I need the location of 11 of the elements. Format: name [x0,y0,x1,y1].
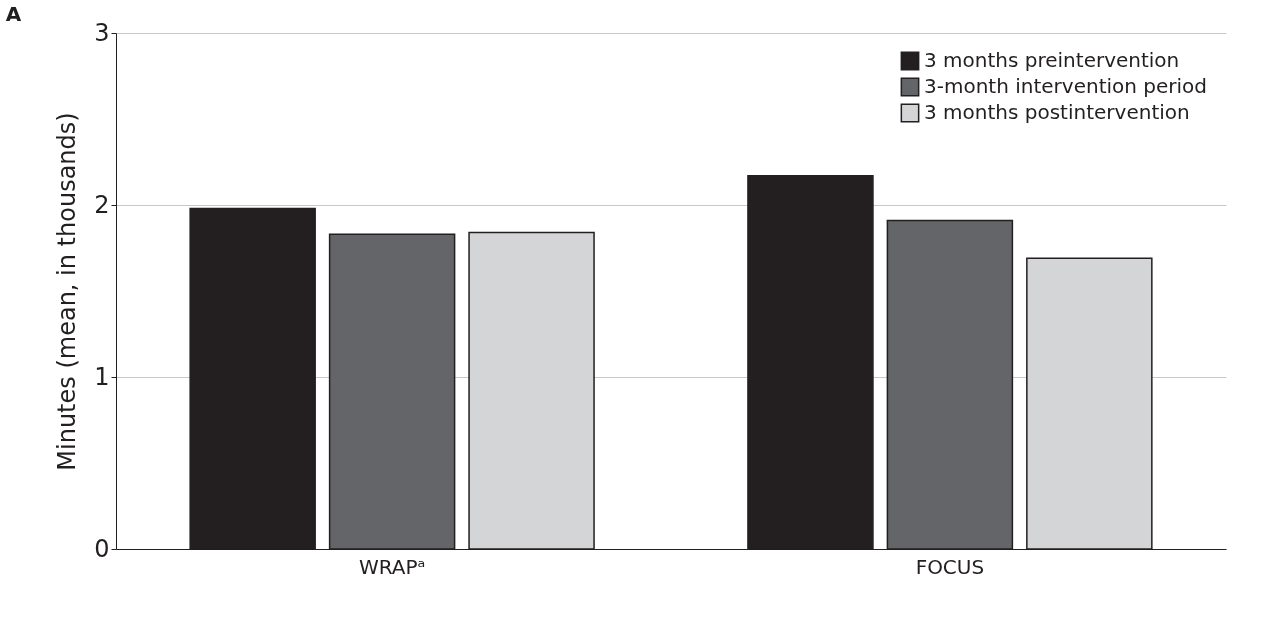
x-tick-label: FOCUS [915,554,985,579]
y-tick-label: 3 [94,18,110,47]
legend-label: 3 months postintervention [924,100,1190,124]
y-tick-label: 0 [94,534,110,563]
y-tick-label: 1 [94,362,110,391]
y-axis-title: Minutes (mean, in thousands) [53,112,82,471]
legend-label: 3 months preintervention [924,48,1180,72]
legend-label: 3-month intervention period [924,74,1208,98]
x-tick-label: WRAPᵃ [358,554,426,579]
y-tick-label: 2 [94,190,110,219]
chart-title: A [5,2,22,26]
